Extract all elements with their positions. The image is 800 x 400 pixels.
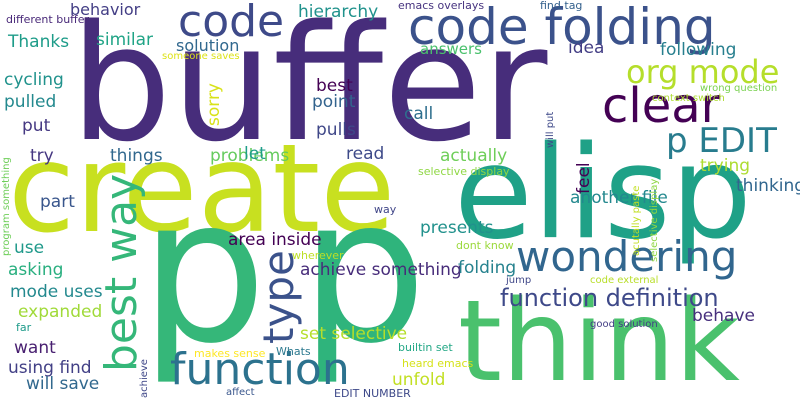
- word-pulls: pulls: [316, 120, 356, 140]
- word-someone-saves: someone saves: [162, 51, 240, 62]
- word-function-definition: function definition: [500, 284, 719, 312]
- word-achieve-something: dont know: [456, 239, 514, 252]
- word-part: another file: [570, 188, 668, 208]
- word-hierarchy: hierarchy: [298, 2, 379, 22]
- word-call: call: [404, 104, 434, 124]
- word-expanded: mode uses: [10, 282, 103, 302]
- word-elisp: elisp: [454, 119, 752, 268]
- word-thanks: Thanks: [8, 32, 70, 52]
- word-cycling: cycling: [4, 70, 64, 90]
- word-unfold: will save: [26, 374, 100, 394]
- word-using-find: builtin set: [398, 341, 453, 354]
- word-put: thinking: [736, 176, 800, 196]
- word-different-buffer: different buffer: [6, 13, 90, 26]
- word-thinking: actually: [440, 146, 508, 166]
- word-behave: expanded: [18, 302, 103, 322]
- word-makes-sense: Whats: [276, 345, 311, 358]
- word-heard-emacs: achieve: [139, 359, 150, 398]
- word-code: code: [178, 0, 285, 47]
- word-actually: read: [346, 144, 385, 164]
- word-idea: idea: [568, 38, 605, 58]
- word-wherever: use: [14, 238, 45, 258]
- word-wondering: wondering: [516, 232, 738, 281]
- word-solution: solution: [176, 36, 240, 55]
- word-jump: folding: [458, 258, 517, 278]
- word-p-2: p: [300, 155, 427, 388]
- word-type: type: [254, 250, 303, 344]
- word-org-mode: org mode: [626, 53, 780, 91]
- word-will-put: will put: [545, 111, 556, 148]
- word-point: point: [312, 92, 356, 112]
- word-let: problems: [210, 146, 290, 166]
- word-pulled: pulled: [4, 92, 57, 112]
- word-find-tag: find tag: [540, 0, 583, 12]
- word-set-selective: good solution: [590, 319, 658, 330]
- word-dont-know: wherever: [292, 249, 344, 262]
- word-another-file: selective display: [418, 165, 510, 178]
- word-builtin-set: makes sense: [194, 347, 266, 360]
- word-best-way: best way: [96, 173, 147, 372]
- word-folding: asking: [8, 260, 64, 280]
- word-presents: area inside: [228, 230, 322, 250]
- word-p-edit: p EDIT: [666, 121, 777, 161]
- word-edit-number: affect: [226, 387, 255, 398]
- word-way: part: [40, 192, 75, 212]
- word-code-external: jump: [506, 275, 532, 286]
- word-sorry: sorry: [204, 83, 224, 126]
- word-problems: things: [110, 146, 163, 166]
- word-following: following: [660, 40, 737, 60]
- word-think: think: [458, 277, 740, 400]
- word-acutally-paste: acutally paste: [631, 185, 642, 256]
- word-trying: feel: [574, 162, 594, 194]
- word-buffer: buffer: [70, 0, 548, 177]
- word-mode-uses: code external: [590, 275, 659, 286]
- word-affect: unfold: [392, 370, 446, 390]
- word-clear: clear: [602, 78, 721, 134]
- word-use: presents: [420, 218, 494, 238]
- word-read: let: [244, 144, 266, 164]
- word-create: create: [8, 118, 396, 260]
- word-selective-display: selective display: [649, 178, 660, 262]
- word-behavior: behavior: [70, 0, 141, 19]
- word-similar: similar: [96, 30, 153, 50]
- word-answers: answers: [420, 40, 482, 58]
- word-p-1: p: [140, 155, 267, 388]
- word-best: best: [316, 76, 353, 96]
- word-will-save: heard emacs: [402, 357, 474, 370]
- word-good-solution: far: [16, 321, 32, 334]
- word-context-switch: context switch: [652, 93, 725, 104]
- word-achieve: using find: [8, 358, 92, 378]
- word-emacs-overlays: emacs overlays: [398, 0, 485, 12]
- word-far: behave: [692, 306, 755, 326]
- word-whats: want: [14, 338, 56, 358]
- word-asking: achieve something: [300, 260, 462, 280]
- word-things: try: [30, 146, 54, 166]
- word-code-folding: code folding: [408, 0, 716, 56]
- word-program-something: program something: [1, 157, 12, 256]
- word-try: put: [22, 116, 51, 136]
- word-feel: trying: [700, 156, 751, 176]
- word-wrong-question: wrong question: [700, 83, 778, 94]
- word-current-buffer: EDIT NUMBER: [334, 387, 411, 400]
- word-area-inside: way: [374, 203, 397, 216]
- word-want: set selective: [300, 324, 408, 344]
- word-function: function: [170, 344, 350, 395]
